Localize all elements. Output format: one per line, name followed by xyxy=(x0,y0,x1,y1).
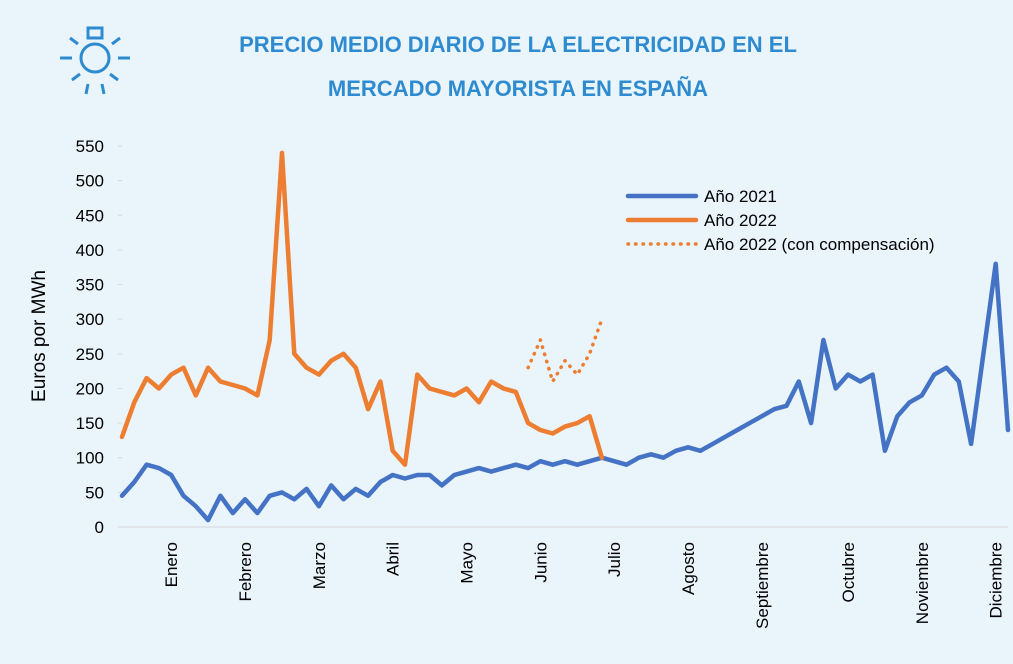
y-tick-label: 400 xyxy=(76,241,104,260)
y-tick-label: 0 xyxy=(95,518,104,537)
x-tick-label: Junio xyxy=(531,542,550,583)
chart-title: PRECIO MEDIO DIARIO DE LA ELECTRICIDAD E… xyxy=(239,32,797,57)
legend-label: Año 2022 (con compensación) xyxy=(704,235,935,254)
x-tick-label: Noviembre xyxy=(913,542,932,624)
x-tick-label: Diciembre xyxy=(987,542,1006,619)
x-tick-label: Agosto xyxy=(679,542,698,595)
series-line xyxy=(119,150,605,467)
chart-title: MERCADO MAYORISTA EN ESPAÑA xyxy=(328,76,708,101)
legend-label: Año 2021 xyxy=(704,187,777,206)
bulb-icon xyxy=(60,26,130,95)
x-tick-label: Julio xyxy=(605,542,624,577)
y-tick-label: 300 xyxy=(76,310,104,329)
series-line xyxy=(526,317,604,384)
x-tick-label: Abril xyxy=(384,542,403,576)
y-axis-label: Euros por MWh xyxy=(29,270,50,402)
legend-label: Año 2022 xyxy=(704,211,777,230)
x-tick-label: Octubre xyxy=(839,542,858,602)
x-tick-label: Mayo xyxy=(458,542,477,584)
series-line xyxy=(119,261,1011,523)
y-tick-label: 500 xyxy=(76,172,104,191)
x-tick-label: Febrero xyxy=(236,542,255,602)
y-tick-label: 150 xyxy=(76,414,104,433)
y-tick-label: 250 xyxy=(76,345,104,364)
x-tick-label: Enero xyxy=(162,542,181,587)
x-tick-label: Marzo xyxy=(310,542,329,589)
y-tick-label: 350 xyxy=(76,276,104,295)
y-tick-label: 100 xyxy=(76,449,104,468)
y-tick-label: 450 xyxy=(76,206,104,225)
x-tick-label: Septiembre xyxy=(753,542,772,629)
y-tick-label: 200 xyxy=(76,379,104,398)
y-tick-label: 550 xyxy=(76,137,104,156)
y-tick-label: 50 xyxy=(85,483,104,502)
